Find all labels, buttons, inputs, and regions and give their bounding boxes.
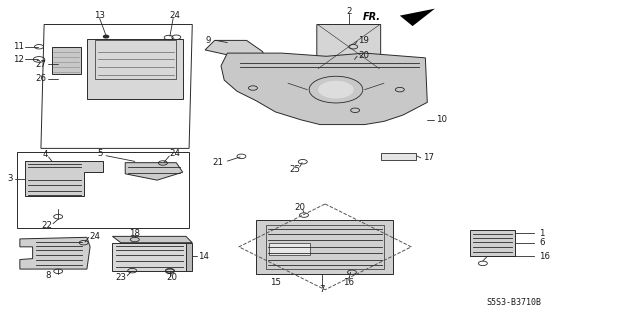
Polygon shape bbox=[317, 25, 381, 74]
Text: 5: 5 bbox=[97, 149, 102, 158]
Text: 11: 11 bbox=[13, 42, 24, 51]
Polygon shape bbox=[186, 243, 192, 271]
Text: 25: 25 bbox=[289, 165, 300, 174]
Text: 3: 3 bbox=[7, 174, 13, 183]
Text: 16: 16 bbox=[539, 252, 550, 261]
Text: 20: 20 bbox=[166, 273, 177, 282]
Text: 15: 15 bbox=[270, 278, 281, 287]
Bar bbox=[381, 152, 416, 160]
Text: 27: 27 bbox=[36, 60, 47, 69]
Circle shape bbox=[318, 81, 354, 99]
Polygon shape bbox=[205, 41, 266, 59]
Text: 6: 6 bbox=[539, 238, 545, 247]
Bar bbox=[17, 152, 189, 228]
Text: 8: 8 bbox=[46, 271, 51, 280]
Text: 13: 13 bbox=[94, 11, 105, 20]
Polygon shape bbox=[20, 237, 90, 269]
Bar bbox=[95, 41, 176, 78]
Text: 10: 10 bbox=[436, 115, 447, 124]
Text: 12: 12 bbox=[13, 55, 24, 64]
Polygon shape bbox=[87, 39, 182, 99]
Text: 18: 18 bbox=[129, 229, 140, 238]
Text: 7: 7 bbox=[319, 285, 324, 293]
Text: 21: 21 bbox=[212, 158, 223, 167]
Polygon shape bbox=[400, 9, 435, 26]
Text: 24: 24 bbox=[90, 232, 100, 241]
Text: 4: 4 bbox=[43, 150, 48, 159]
Circle shape bbox=[104, 35, 109, 38]
Polygon shape bbox=[221, 53, 428, 124]
Polygon shape bbox=[52, 47, 81, 74]
Text: S5S3-B3710B: S5S3-B3710B bbox=[486, 298, 541, 307]
Text: 9: 9 bbox=[205, 36, 211, 45]
Text: 20: 20 bbox=[358, 50, 369, 60]
Text: 24: 24 bbox=[169, 11, 180, 20]
Text: 17: 17 bbox=[423, 153, 434, 162]
Polygon shape bbox=[470, 230, 515, 256]
Polygon shape bbox=[125, 163, 182, 180]
Text: 22: 22 bbox=[41, 221, 52, 230]
Bar bbox=[269, 243, 310, 255]
Text: 20: 20 bbox=[294, 203, 305, 212]
Text: 2: 2 bbox=[346, 7, 351, 16]
Text: 23: 23 bbox=[115, 273, 126, 282]
Polygon shape bbox=[113, 243, 186, 271]
Text: FR.: FR. bbox=[363, 11, 381, 22]
Text: 1: 1 bbox=[539, 229, 545, 238]
Polygon shape bbox=[113, 236, 192, 243]
Polygon shape bbox=[25, 161, 103, 196]
Text: 26: 26 bbox=[36, 74, 47, 83]
Bar bbox=[266, 225, 384, 269]
Text: 14: 14 bbox=[198, 252, 209, 261]
Polygon shape bbox=[256, 220, 394, 274]
Text: 24: 24 bbox=[169, 149, 180, 158]
Text: 19: 19 bbox=[358, 36, 369, 45]
Text: 16: 16 bbox=[343, 278, 354, 287]
